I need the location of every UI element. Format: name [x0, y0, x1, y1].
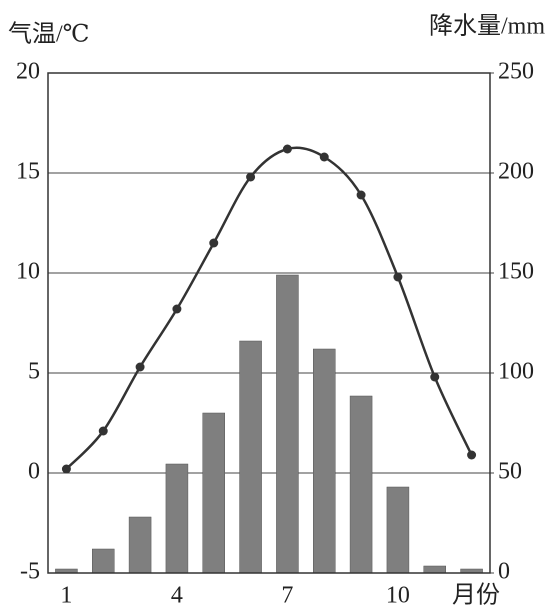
- temperature-point: [393, 272, 403, 282]
- temperature-point: [319, 152, 329, 162]
- temperature-point: [135, 362, 145, 372]
- temperature-point: [98, 426, 108, 436]
- temperature-point: [467, 450, 477, 460]
- bar: [202, 412, 225, 574]
- bar: [349, 395, 373, 574]
- temperature-point: [356, 190, 366, 200]
- bar: [239, 340, 262, 574]
- y2-axis-label: 降水量/mm: [429, 13, 545, 40]
- x-tick-label: 7: [281, 583, 293, 609]
- bar: [423, 565, 446, 574]
- y2-tick-label: 250: [498, 59, 534, 85]
- y-tick-label: 20: [16, 59, 40, 85]
- x-tick-label: 4: [171, 583, 183, 609]
- temperature-point: [282, 144, 292, 154]
- y2-tick-label: 200: [498, 159, 534, 185]
- bar: [276, 274, 299, 574]
- x-tick-label: 10: [386, 583, 410, 609]
- bar: [165, 463, 189, 574]
- temperature-point: [61, 464, 71, 474]
- y-tick-label: 15: [16, 159, 40, 185]
- bar: [386, 486, 410, 574]
- bar: [128, 516, 152, 574]
- x-axis-label: 月份: [452, 582, 500, 609]
- y-tick-label: 10: [16, 259, 40, 285]
- y2-tick-label: 0: [498, 559, 510, 585]
- temperature-point: [246, 172, 256, 182]
- temperature-point: [209, 238, 219, 248]
- y-axis-label: 气温/℃: [8, 21, 90, 48]
- y-tick-label: 5: [28, 359, 40, 385]
- y-tick-label: -5: [20, 559, 40, 585]
- bar: [313, 348, 336, 574]
- temperature-point: [430, 372, 440, 382]
- y2-tick-label: 100: [498, 359, 534, 385]
- x-tick-label: 1: [60, 583, 72, 609]
- temperature-point: [172, 304, 182, 314]
- plot-frame: [47, 72, 491, 574]
- y2-tick-label: 150: [498, 259, 534, 285]
- bar: [92, 548, 115, 574]
- y2-tick-label: 50: [498, 459, 522, 485]
- temperature-line: [65, 146, 473, 470]
- y-tick-label: 0: [28, 459, 40, 485]
